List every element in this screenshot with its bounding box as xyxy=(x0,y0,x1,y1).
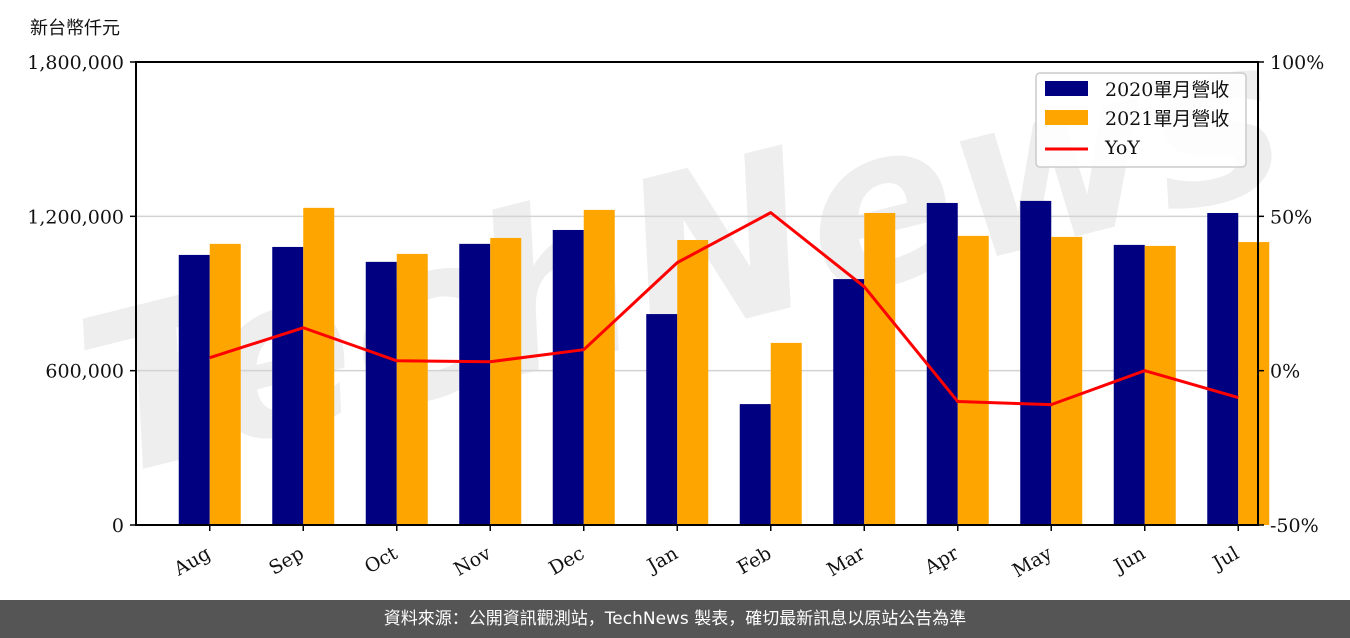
bar-2020-feb xyxy=(739,404,771,525)
x-tick-label: Nov xyxy=(450,542,495,581)
source-text: 資料來源：公開資訊觀測站，TechNews 製表，確切最新訊息以原站公告為準 xyxy=(383,609,967,629)
bar-2021-jun xyxy=(1144,245,1176,526)
x-tick-label: Jul xyxy=(1208,542,1243,575)
yoy-line xyxy=(209,211,1239,407)
x-tick-label: Mar xyxy=(823,542,869,581)
x-tick-label: Apr xyxy=(920,542,963,579)
bar-2021-sep xyxy=(303,207,335,525)
x-tick-label: Feb xyxy=(733,542,775,579)
bar-2021-mar xyxy=(864,212,896,525)
bar-2020-oct xyxy=(365,261,397,525)
y-tick-label: 0 xyxy=(112,515,124,537)
x-tick-label: Oct xyxy=(361,542,402,578)
y2-tick-label: 50% xyxy=(1270,206,1312,228)
bar-2021-dec xyxy=(583,209,615,525)
legend-label: YoY xyxy=(1104,137,1140,159)
y2-tick-label: 0% xyxy=(1270,361,1300,383)
bar-2020-jun xyxy=(1113,244,1145,525)
y-tick-label: 1,200,000 xyxy=(27,206,124,228)
bar-2020-mar xyxy=(833,279,865,525)
y-tick-label: 600,000 xyxy=(45,361,124,383)
x-tick-label: Jun xyxy=(1109,542,1150,578)
x-tick-label: Jan xyxy=(642,542,682,578)
legend: 2020單月營收 2021單月營收 YoY xyxy=(1035,72,1247,168)
bar-2021-aug xyxy=(209,243,241,525)
bar-2021-may xyxy=(1051,236,1083,525)
bar-2021-oct xyxy=(396,253,428,526)
bar-2020-sep xyxy=(272,246,304,525)
y-tick-label: 1,800,000 xyxy=(27,52,124,74)
y-axis-unit-label: 新台幣仟元 xyxy=(30,18,120,39)
bar-2021-apr xyxy=(957,235,989,526)
x-tick-label: Aug xyxy=(169,542,214,581)
bar-2021-jan xyxy=(677,239,709,525)
y2-tick-label: 100% xyxy=(1270,52,1324,74)
bar-series xyxy=(178,200,1270,526)
legend-label: 2020單月營收 xyxy=(1105,79,1229,101)
bar-2021-jul xyxy=(1238,242,1270,526)
bar-2020-nov xyxy=(459,243,491,525)
bar-2020-dec xyxy=(552,229,584,525)
bar-2020-apr xyxy=(926,202,958,526)
bar-2021-nov xyxy=(490,237,522,525)
source-footer: 資料來源：公開資訊觀測站，TechNews 製表，確切最新訊息以原站公告為準 xyxy=(0,600,1350,638)
bar-2020-aug xyxy=(178,254,210,525)
y2-tick-label: -50% xyxy=(1270,515,1319,537)
legend-label: 2021單月營收 xyxy=(1105,108,1229,130)
x-tick-label: Sep xyxy=(265,542,308,579)
bar-2020-jul xyxy=(1207,212,1239,525)
x-tick-label: Dec xyxy=(545,542,588,580)
revenue-chart: TechNews 0600,0001,200,0001,800,000-50%0… xyxy=(27,0,1324,582)
x-tick-label: May xyxy=(1009,542,1056,582)
bar-2020-jan xyxy=(646,314,678,525)
bar-2020-may xyxy=(1020,200,1052,525)
bar-2021-feb xyxy=(770,342,802,525)
